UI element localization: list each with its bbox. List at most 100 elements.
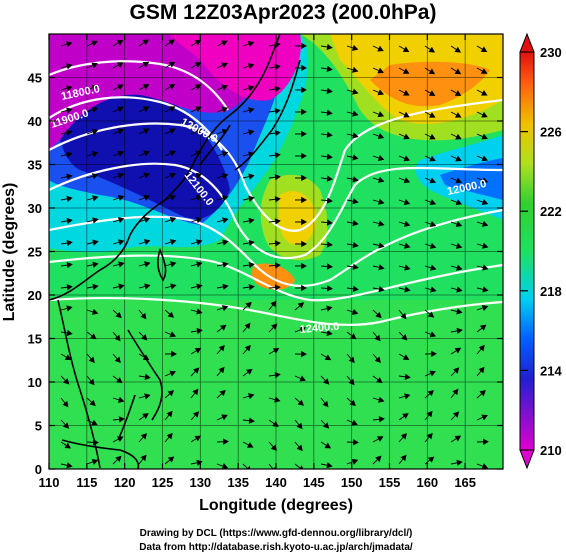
- wind-arrow-head: [456, 286, 463, 293]
- wind-arrow-head: [221, 128, 229, 135]
- wind-arrow-head: [246, 442, 254, 448]
- wind-arrow-head: [326, 263, 333, 270]
- wind-arrow-head: [144, 261, 151, 268]
- wind-arrow-head: [195, 84, 202, 90]
- wind-arrow-head: [169, 150, 176, 157]
- wind-arrow-head: [167, 390, 175, 397]
- wind-arrow-head: [481, 90, 488, 96]
- wind-arrow-head: [297, 302, 305, 309]
- wind-arrow-head: [62, 422, 70, 429]
- wind-arrow-head: [376, 436, 384, 442]
- wind-arrow-head: [374, 356, 381, 363]
- wind-arrow-head: [274, 107, 281, 115]
- wind-arrow-head: [404, 373, 411, 380]
- wind-arrow-head: [66, 262, 73, 269]
- wind-arrow-head: [348, 356, 355, 364]
- wind-arrow-head: [221, 151, 229, 157]
- wind-arrow-head: [218, 344, 225, 352]
- wind-arrow-head: [326, 197, 333, 204]
- wind-arrow-head: [196, 261, 203, 268]
- wind-arrow-head: [428, 46, 436, 53]
- coast-philippines: [117, 329, 163, 441]
- wind-arrow-head: [375, 455, 382, 462]
- wind-arrow-head: [481, 305, 489, 312]
- wind-arrow-head: [324, 354, 332, 361]
- wind-arrow-head: [301, 152, 307, 160]
- wind-arrow-head: [63, 378, 70, 385]
- wind-arrow-head: [195, 194, 203, 201]
- colorbar-top-arrow: [519, 32, 535, 53]
- wind-arrow-head: [353, 439, 359, 446]
- x-tick-label: 115: [76, 475, 97, 490]
- wind-arrow-head: [402, 46, 410, 53]
- wind-arrow-head: [117, 128, 124, 135]
- y-tick-label: 40: [28, 114, 42, 129]
- wind-arrow-head: [351, 44, 359, 51]
- wind-arrow-head: [454, 435, 462, 442]
- wind-arrow-head: [274, 284, 281, 291]
- wind-arrow-head: [378, 286, 385, 293]
- wind-arrow-head: [482, 264, 489, 271]
- wind-arrow-head: [274, 63, 281, 71]
- wind-arrow-head: [274, 262, 281, 269]
- wind-arrow-head: [222, 195, 229, 202]
- x-tick-label: 160: [416, 475, 438, 490]
- wind-arrow-head: [168, 84, 176, 90]
- wind-arrow-head: [221, 173, 229, 180]
- wind-arrow-head: [142, 413, 149, 420]
- wind-arrow-head: [352, 198, 359, 205]
- wind-arrow-head: [428, 90, 436, 96]
- wind-arrow-head: [455, 177, 463, 184]
- wind-arrow-head: [248, 284, 255, 291]
- wind-arrow-head: [66, 305, 73, 312]
- x-tick-label: 130: [189, 475, 211, 490]
- wind-arrow-head: [429, 177, 437, 184]
- wind-arrow-head: [455, 221, 463, 228]
- y-tick-label: 0: [35, 462, 42, 477]
- wind-arrow-head: [301, 174, 307, 182]
- wind-arrow-head: [455, 199, 463, 206]
- colorbar-tick-label: 210: [540, 443, 562, 458]
- y-tick-label: 15: [28, 332, 42, 347]
- footer-credit-data: Data from http://database.rish.kyoto-u.a…: [139, 542, 413, 553]
- wind-arrow-head: [429, 155, 436, 162]
- wind-arrow-head: [195, 128, 202, 135]
- wind-arrow-head: [378, 264, 385, 271]
- wind-arrow-head: [143, 150, 150, 157]
- x-tick-label: 145: [303, 475, 325, 490]
- wind-arrow-head: [326, 462, 333, 469]
- wind-arrow-head: [118, 261, 125, 268]
- wind-arrow-head: [301, 86, 307, 94]
- wind-arrow-head: [455, 155, 462, 162]
- y-tick-label: 25: [28, 245, 42, 260]
- wind-arrow-head: [326, 241, 333, 248]
- wind-arrow-head: [166, 432, 173, 440]
- wind-arrow-head: [66, 85, 73, 92]
- wind-arrow-head: [66, 173, 73, 180]
- wind-arrow-head: [223, 438, 229, 445]
- wind-arrow-head: [169, 216, 177, 223]
- chart-title: GSM 12Z03Apr2023 (200.0hPa): [130, 1, 437, 24]
- wind-arrow-head: [270, 444, 277, 451]
- x-tick-label: 120: [114, 475, 136, 490]
- wind-arrow-head: [170, 283, 177, 290]
- wind-arrow-head: [117, 217, 125, 224]
- wind-arrow-head: [274, 240, 281, 247]
- wind-arrow-head: [429, 331, 437, 338]
- wind-arrow-head: [219, 324, 227, 331]
- wind-arrow-head: [192, 411, 200, 418]
- wind-arrow-head: [454, 347, 462, 354]
- wind-arrow-head: [351, 419, 358, 426]
- colorbar-tick-label: 214: [540, 363, 562, 378]
- contour-12400: [49, 296, 503, 327]
- wind-arrow-head: [452, 367, 460, 374]
- wind-arrow-head: [91, 151, 99, 158]
- x-axis-title: Longitude (degrees): [199, 497, 353, 514]
- wind-arrow-head: [144, 283, 151, 290]
- wind-arrow-head: [118, 283, 125, 290]
- wind-arrow-head: [296, 444, 303, 452]
- wind-arrow-head: [326, 65, 333, 73]
- wind-arrow-head: [115, 455, 122, 462]
- wind-arrow-head: [194, 347, 202, 354]
- wind-arrow-head: [455, 242, 463, 249]
